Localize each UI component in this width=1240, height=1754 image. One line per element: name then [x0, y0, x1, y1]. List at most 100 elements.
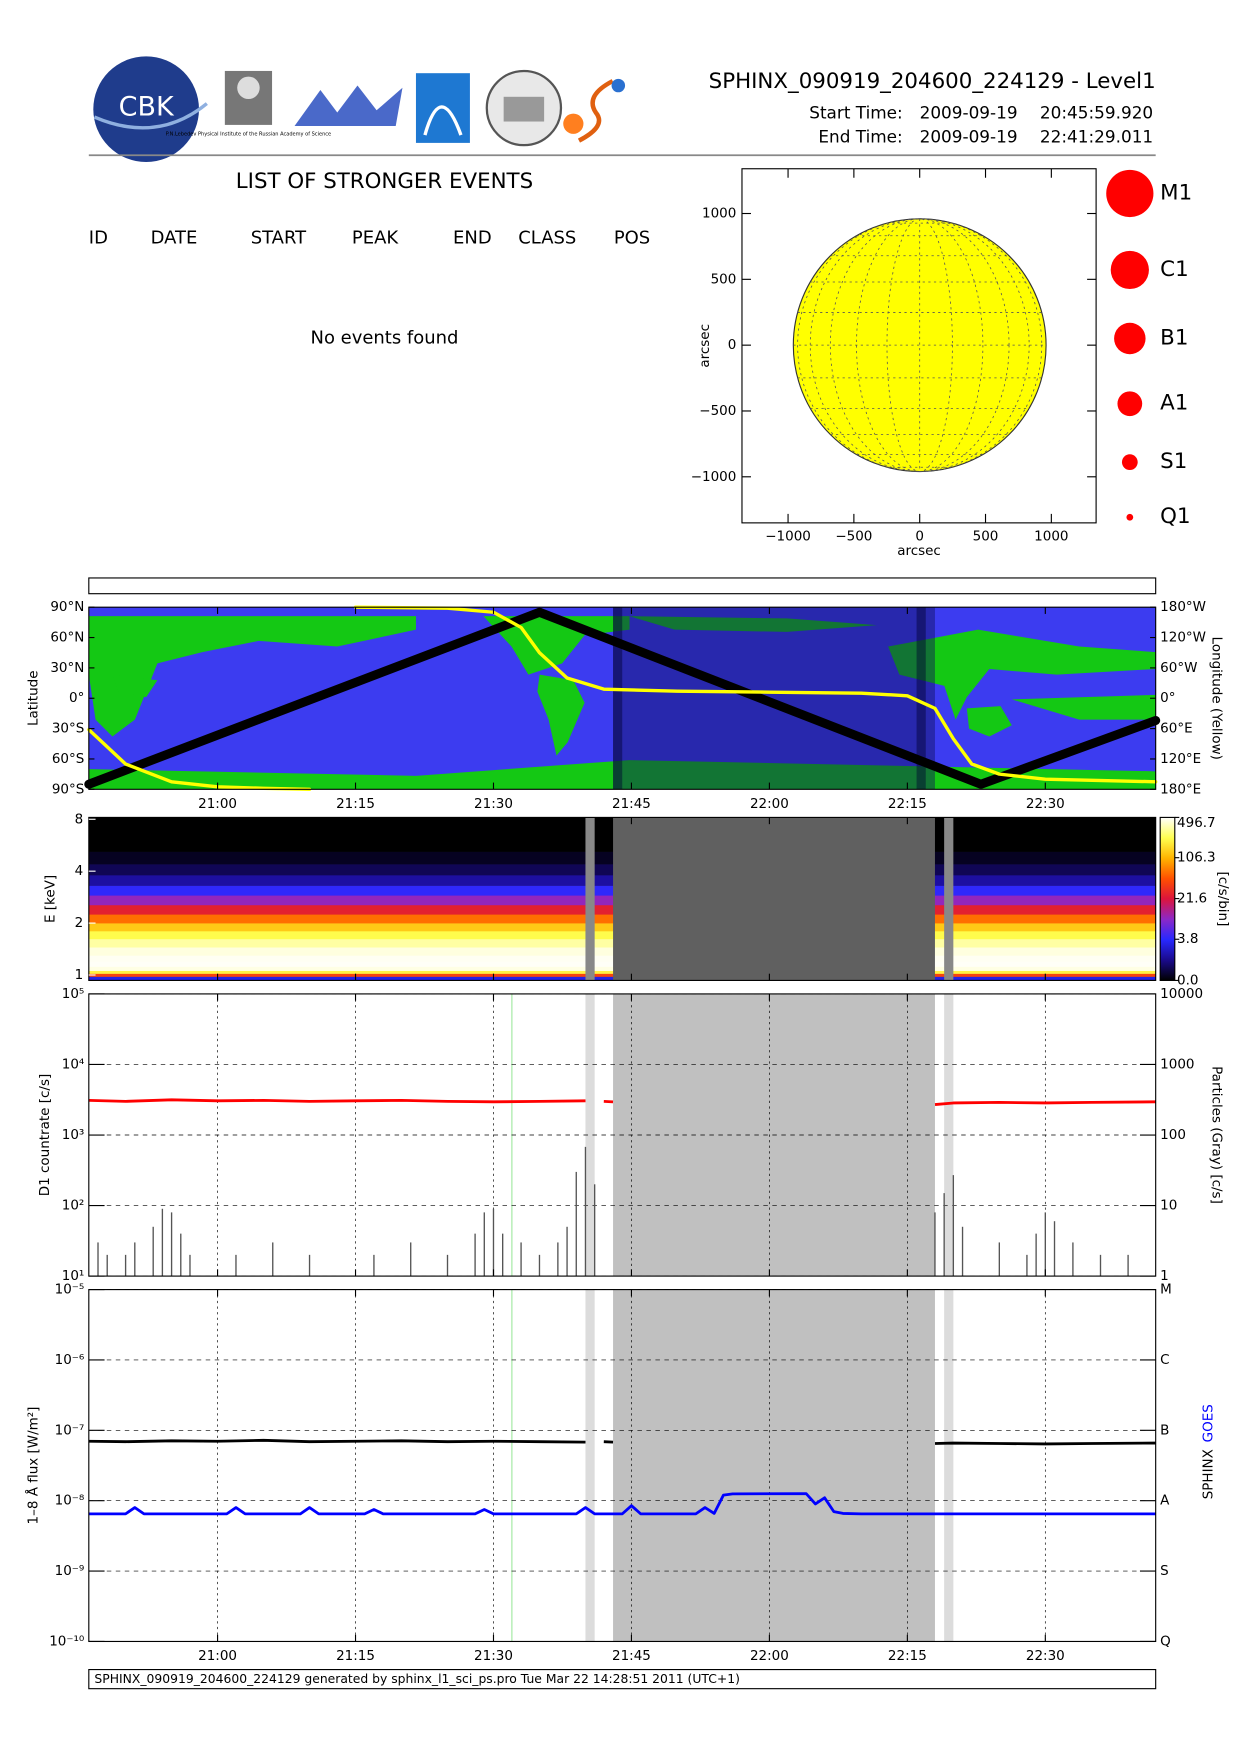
institute-text: P.N.Lebedev Physical Institute of the Ru…: [166, 131, 331, 137]
events-column: PEAK: [352, 227, 399, 248]
x-tick-label: 22:00: [750, 796, 789, 812]
seal-building: [503, 96, 545, 122]
y-tick-label: 10¹: [62, 1268, 85, 1284]
x-tick-label: 21:45: [612, 1648, 651, 1664]
longitude-track: [87, 605, 1158, 791]
x-tick-label: −500: [835, 528, 872, 544]
colorbar-tick-label: 0.0: [1177, 972, 1198, 988]
x-tick-label: 22:30: [1026, 1648, 1065, 1664]
y2-tick-label: 1: [1160, 1268, 1169, 1284]
events-column: START: [251, 227, 307, 248]
cbk-swoosh: [93, 102, 208, 130]
end-time: 22:41:29.011: [1040, 126, 1153, 146]
y-tick-label: 60°S: [52, 751, 84, 767]
land: [112, 674, 158, 698]
x-tick-label: 22:00: [750, 1648, 789, 1664]
y-tick-label: 2: [75, 915, 84, 931]
x-tick-label: 1000: [1034, 528, 1068, 544]
events-column: END: [453, 227, 492, 248]
colorbar: [1159, 816, 1176, 981]
size-legend-marker: [1121, 454, 1138, 471]
plot-frame: [88, 1289, 1157, 1643]
data-gap: [613, 607, 935, 790]
legend-entry: SPHINX: [1201, 1449, 1217, 1499]
y-tick-label: 30°S: [52, 721, 84, 737]
top-strip: [88, 577, 1157, 595]
y-tick-label: −1000: [691, 469, 737, 485]
cbk-text: CBK: [119, 92, 175, 123]
y-tick-label: 10³: [62, 1127, 85, 1143]
land: [88, 616, 416, 737]
plot-frame: [88, 816, 1157, 981]
x-tick-label: 21:00: [198, 1648, 237, 1664]
y2-tick-label: Q: [1160, 1633, 1171, 1649]
end-label: End Time:: [818, 126, 902, 146]
y-tick-label: 10⁵: [62, 986, 85, 1002]
y-tick-label: 4: [75, 863, 84, 879]
y-axis-label: Latitude: [26, 671, 42, 727]
start-time: 20:45:59.920: [1040, 103, 1153, 123]
data-gap: [944, 817, 954, 981]
start-label: Start Time:: [809, 103, 902, 123]
data-gap: [916, 607, 926, 790]
size-legend-label: B1: [1160, 326, 1188, 351]
logos: CBK P.N.Lebedev Physical Institute of th…: [93, 56, 626, 163]
end-date: 2009-09-19: [920, 126, 1018, 146]
y-tick-label: 10⁻⁵: [55, 1282, 85, 1298]
y-tick-label: 1: [75, 967, 84, 983]
colorbar-tick-label: 21.6: [1177, 891, 1207, 907]
latitude-track: [84, 607, 1161, 789]
land: [537, 674, 585, 756]
events-title: LIST OF STRONGER EVENTS: [236, 169, 533, 194]
events-column: DATE: [151, 227, 198, 248]
size-legend-marker: [1117, 391, 1143, 417]
orange-logo: [563, 113, 584, 134]
y2-tick-label: A: [1160, 1493, 1170, 1509]
y2-tick-label: 120°E: [1160, 751, 1201, 767]
size-legend-marker: [1126, 513, 1134, 521]
y2-tick-label: 0°: [1160, 690, 1175, 706]
portrait-face: [237, 76, 260, 100]
data-gap: [613, 607, 623, 790]
y-tick-label: 10⁻⁸: [55, 1493, 85, 1509]
y-tick-label: 90°S: [52, 781, 84, 797]
x-tick-label: 21:30: [474, 796, 513, 812]
colorbar-tick-label: 496.7: [1177, 815, 1216, 831]
data-line: [88, 1438, 1156, 1446]
y2-axis-label: Longitude (Yellow): [1208, 637, 1224, 760]
y-tick-label: −500: [699, 403, 736, 419]
size-legend-label: S1: [1160, 449, 1187, 474]
y2-tick-label: 60°E: [1160, 721, 1192, 737]
y-tick-label: 10⁻⁷: [55, 1422, 85, 1438]
mifi-logo: [294, 85, 403, 127]
land: [1011, 694, 1156, 720]
y2-tick-label: M: [1160, 1282, 1172, 1298]
footer-text: SPHINX_090919_204600_224129 generated by…: [94, 1672, 740, 1686]
x-tick-label: 21:15: [336, 1648, 375, 1664]
y2-tick-label: B: [1160, 1422, 1169, 1438]
data-gap: [585, 1289, 595, 1642]
report-title: SPHINX_090919_204600_224129 - Level1: [709, 69, 1156, 94]
blue-dot-logo: [611, 78, 626, 93]
events-column: CLASS: [518, 227, 576, 248]
x-tick-label: 21:00: [198, 796, 237, 812]
size-legend-label: A1: [1160, 391, 1188, 416]
colorbar-label: [c/s/bin]: [1215, 871, 1231, 926]
longitude-line: [809, 218, 1030, 472]
colorbar-tick-label: 106.3: [1177, 850, 1216, 866]
y-tick-label: 8: [75, 811, 84, 827]
x-tick-label: 22:30: [1026, 796, 1065, 812]
y-tick-label: 10⁴: [62, 1056, 85, 1072]
cbk-logo: [93, 56, 199, 163]
data-gap: [944, 993, 954, 1277]
land: [88, 760, 1156, 790]
events-column: ID: [89, 227, 108, 248]
x-tick-label: 21:15: [336, 796, 375, 812]
plot-frame: [741, 168, 1097, 524]
y-axis-label: D1 countrate [c/s]: [37, 1074, 53, 1196]
x-axis-label: arcsec: [897, 543, 941, 559]
x-tick-label: 0: [915, 528, 924, 544]
y-tick-label: 10²: [62, 1198, 85, 1214]
